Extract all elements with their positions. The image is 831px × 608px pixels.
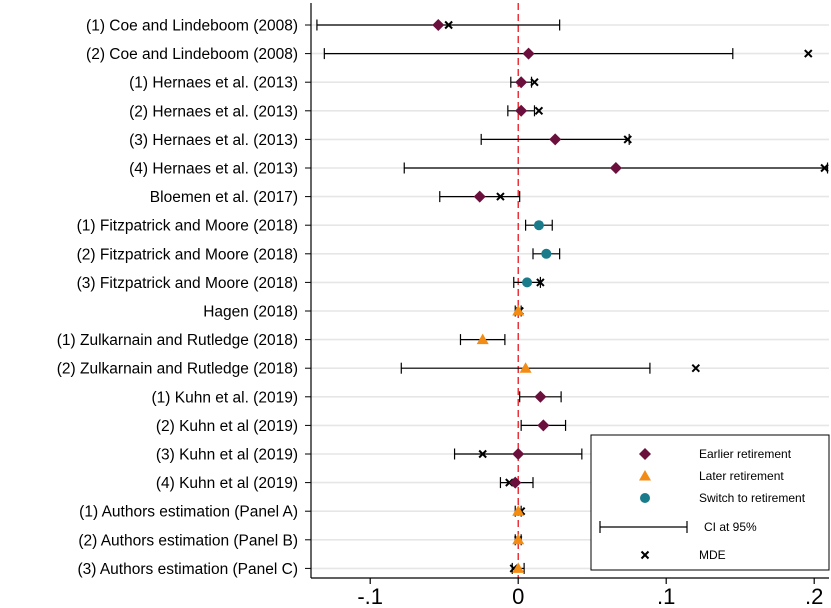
legend-item-mde: MDE <box>640 548 726 562</box>
legend-mde-symbol <box>640 550 650 560</box>
legend-label: Earlier retirement <box>699 447 792 461</box>
legend-item-earlier: Earlier retirement <box>639 447 792 461</box>
mde-marker <box>534 106 544 116</box>
mde-marker <box>536 278 545 287</box>
legend-item-switch: Switch to retirement <box>640 491 806 505</box>
legend-label: Later retirement <box>699 469 784 483</box>
study-label: (1) Hernaes et al. (2013) <box>129 75 298 92</box>
legend-earlier-symbol <box>639 448 651 460</box>
point-estimate-later <box>512 305 525 316</box>
study-labels: (1) Coe and Lindeboom (2008) (2) Coe and … <box>57 18 298 578</box>
point-estimate-earlier <box>522 47 535 60</box>
point-estimate-earlier <box>549 133 562 146</box>
point-estimate-earlier <box>515 76 528 89</box>
study-label: (1) Authors estimation (Panel A) <box>79 504 298 521</box>
confidence-intervals <box>316 19 829 574</box>
study-label: (1) Kuhn et al. (2019) <box>152 389 298 406</box>
study-label: (4) Hernaes et al. (2013) <box>129 161 298 178</box>
legend-later-symbol <box>639 470 651 481</box>
point-estimate-earlier <box>512 448 525 460</box>
axes <box>305 3 829 579</box>
legend-label: MDE <box>699 548 726 562</box>
study-label: (3) Authors estimation (Panel C) <box>77 561 298 578</box>
mde-marker <box>530 77 539 87</box>
point-estimate-later <box>512 562 525 573</box>
study-label: (3) Hernaes et al. (2013) <box>129 132 298 149</box>
x-tick-label: .1 <box>657 584 675 608</box>
study-label: (1) Zulkarnain and Rutledge (2018) <box>57 332 298 349</box>
point-estimate-earlier <box>473 190 486 203</box>
x-tick-label: -.1 <box>357 584 383 608</box>
x-tick-label: .2 <box>805 584 823 608</box>
legend-item-ci: CI at 95% <box>599 520 757 534</box>
study-label: (3) Kuhn et al (2019) <box>156 447 298 464</box>
study-label: Bloemen et al. (2017) <box>150 189 298 206</box>
study-label: (2) Hernaes et al. (2013) <box>129 103 298 120</box>
point-estimate-earlier <box>515 104 528 117</box>
study-label: (1) Fitzpatrick and Moore (2018) <box>77 218 298 235</box>
point-estimate-earlier <box>432 19 445 31</box>
point-estimate-later <box>512 505 525 516</box>
point-estimate-later <box>519 362 532 373</box>
point-estimate-earlier <box>609 162 622 174</box>
point-estimate-earlier <box>534 390 547 403</box>
study-label: (2) Fitzpatrick and Moore (2018) <box>77 246 298 263</box>
study-label: (2) Zulkarnain and Rutledge (2018) <box>57 361 298 378</box>
study-label: (2) Coe and Lindeboom (2008) <box>86 46 298 63</box>
point-estimate-switch <box>522 277 533 288</box>
study-label: Hagen (2018) <box>203 304 298 321</box>
mde-marker <box>691 363 701 373</box>
legend-label: Switch to retirement <box>699 491 806 505</box>
legend-item-later: Later retirement <box>639 469 784 483</box>
x-axis-ticks: -.1 0 .1 .2 <box>357 578 823 608</box>
mde-marker <box>623 135 632 144</box>
point-estimate-later <box>476 333 489 345</box>
point-estimate-earlier <box>537 419 550 432</box>
mde-marker <box>496 192 505 201</box>
point-estimate-earlier <box>509 476 522 489</box>
legend-switch-symbol <box>640 493 650 503</box>
study-label: (2) Kuhn et al (2019) <box>156 418 298 435</box>
mde-marker <box>820 163 829 173</box>
point-estimates <box>432 19 622 573</box>
mde-marker <box>804 49 813 58</box>
legend-label: CI at 95% <box>704 520 757 534</box>
legend-box <box>590 434 830 571</box>
study-label: (3) Fitzpatrick and Moore (2018) <box>77 275 298 292</box>
point-estimate-switch <box>533 220 544 231</box>
point-estimate-later <box>512 533 525 545</box>
study-label: (4) Kuhn et al (2019) <box>156 475 298 492</box>
mde-marker <box>444 20 453 30</box>
legend: Earlier retirement Later retirement Switch… <box>590 434 830 571</box>
point-estimate-switch <box>541 248 552 259</box>
study-label: (1) Coe and Lindeboom (2008) <box>86 18 298 35</box>
x-tick-label: 0 <box>512 584 524 608</box>
mde-marker <box>478 449 487 459</box>
study-label: (2) Authors estimation (Panel B) <box>78 532 298 549</box>
